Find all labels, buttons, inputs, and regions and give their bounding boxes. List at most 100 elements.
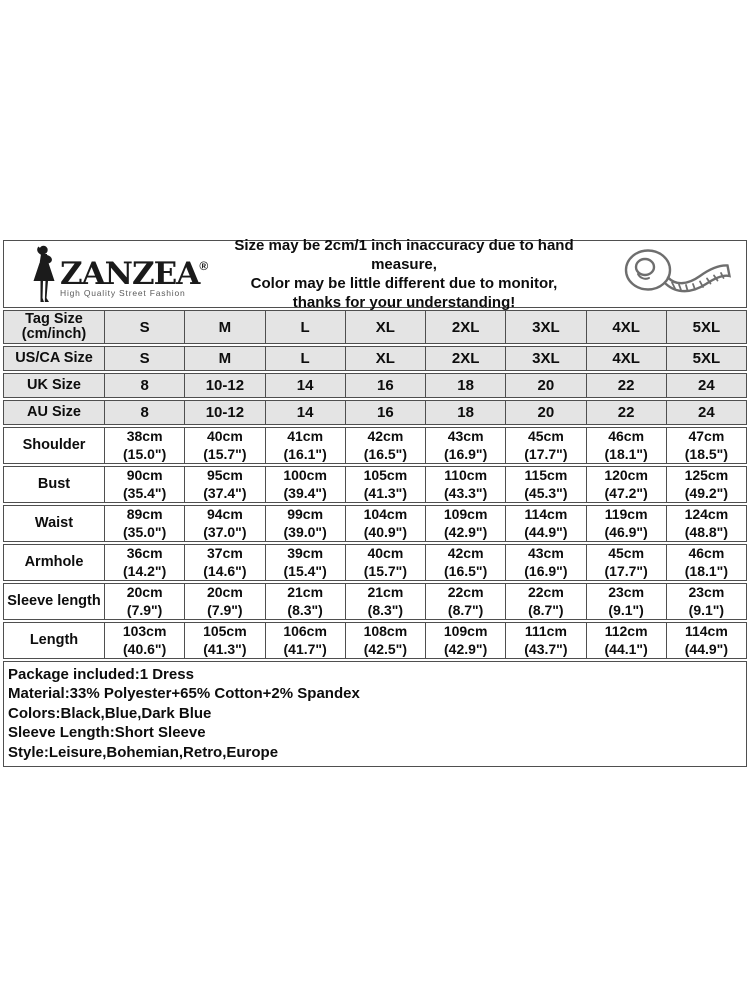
size-cell: M [184, 311, 265, 343]
measure-cell: 21cm (8.3") [264, 584, 345, 619]
measure-cell: 40cm (15.7") [184, 428, 264, 463]
measure-cell: 22cm (8.7") [425, 584, 505, 619]
size-cell: 24 [665, 401, 746, 424]
table-row: Bust 90cm (35.4") 95cm (37.4") 100cm (39.4") 10… [3, 466, 747, 503]
measure-cell: 100cm (39.4") [264, 467, 345, 502]
size-cell: 10-12 [184, 401, 265, 424]
measure-cell: 94cm (37.0") [184, 506, 264, 541]
measure-cell: 43cm (16.9") [505, 545, 585, 580]
size-cell: 22 [585, 401, 666, 424]
row-label: AU Size [4, 401, 104, 424]
measure-cell: 41cm (16.1") [264, 428, 345, 463]
row-label: Length [29, 632, 79, 648]
measure-cell: 105cm (41.3") [344, 467, 425, 502]
table-row: AU Size 8 10-12 14 16 18 20 22 24 [3, 400, 747, 425]
size-cell: 3XL [505, 311, 586, 343]
size-cell: 22 [585, 374, 666, 397]
measure-cell: 124cm (48.8") [665, 506, 746, 541]
measure-cell: 109cm (42.9") [425, 623, 505, 658]
measure-cell: 42cm (16.5") [425, 545, 505, 580]
size-cell: XL [344, 347, 425, 370]
size-cell: 3XL [505, 347, 586, 370]
measure-cell: 37cm (14.6") [184, 545, 264, 580]
detail-package: Package included:1 Dress [8, 666, 194, 683]
brand-logo-text: ZANZEA® High Quality Street Fashion [60, 251, 208, 298]
size-cell: S [104, 311, 185, 343]
size-cell: 5XL [665, 311, 746, 343]
size-cell: 14 [264, 374, 345, 397]
detail-style: Style:Leisure,Bohemian,Retro,Europe [8, 743, 279, 761]
measure-cell: 104cm (40.9") [344, 506, 425, 541]
brand-tagline: High Quality Street Fashion [60, 287, 186, 298]
size-cell: XL [344, 311, 425, 343]
measure-cell: 39cm (15.4") [264, 545, 345, 580]
size-chart-sheet: ZANZEA® High Quality Street Fashion Size… [3, 237, 747, 768]
row-label: US/CA Size [4, 347, 104, 370]
row-label: Sleeve length [7, 593, 101, 609]
disclaimer-line: thanks for your understanding! [292, 294, 516, 311]
measure-cell: 119cm (46.9") [585, 506, 666, 541]
row-label: Tag Size (cm/inch) [4, 311, 104, 343]
detail-colors: Colors:Black,Blue,Dark Blue [8, 704, 212, 722]
measure-cell: 114cm (44.9") [665, 623, 746, 658]
measure-cell: 109cm (42.9") [425, 506, 505, 541]
measure-cell: 110cm (43.3") [425, 467, 505, 502]
row-label: Armhole [24, 554, 84, 570]
brand-band: ZANZEA® High Quality Street Fashion Size… [3, 237, 747, 311]
registered-mark: ® [199, 258, 209, 273]
size-cell: 20 [505, 401, 586, 424]
size-table: Tag Size (cm/inch) S M L XL 2XL 3XL 4XL 5XL US/CA … [3, 310, 747, 659]
woman-silhouette-icon [33, 245, 55, 302]
measure-cell: 114cm (44.9") [505, 506, 585, 541]
size-cell: L [264, 311, 345, 343]
measure-cell: 23cm (9.1") [585, 584, 666, 619]
measure-cell: 99cm (39.0") [264, 506, 345, 541]
measure-cell: 21cm (8.3") [344, 584, 425, 619]
product-details: Package included:1 Dress Material:33% Po… [3, 661, 747, 768]
measure-cell: 42cm (16.5") [344, 428, 425, 463]
measure-cell: 43cm (16.9") [425, 428, 505, 463]
table-row: US/CA Size S M L XL 2XL 3XL 4XL 5XL [3, 346, 747, 371]
detail-sleeve-length: Sleeve Length:Short Sleeve [8, 724, 206, 742]
size-cell: 24 [665, 374, 746, 397]
measure-cell: 20cm (7.9") [104, 584, 184, 619]
measure-cell: 108cm (42.5") [344, 623, 425, 658]
size-cell: 10-12 [184, 374, 265, 397]
size-cell: 5XL [665, 347, 746, 370]
measure-cell: 23cm (9.1") [665, 584, 746, 619]
measure-cell: 115cm (45.3") [505, 467, 585, 502]
row-label: Shoulder [22, 437, 86, 453]
measure-cell: 20cm (7.9") [184, 584, 264, 619]
size-cell: M [184, 347, 265, 370]
measure-cell: 90cm (35.4") [104, 467, 184, 502]
size-cell: 18 [425, 374, 506, 397]
size-cell: 4XL [585, 347, 666, 370]
disclaimer-line: Color may be little different due to mon… [250, 275, 558, 292]
size-cell: 4XL [585, 311, 666, 343]
measure-cell: 112cm (44.1") [585, 623, 666, 658]
measure-cell: 46cm (18.1") [585, 428, 666, 463]
tape-measure-icon [612, 243, 736, 305]
brand-logo: ZANZEA® High Quality Street Fashion [4, 244, 208, 304]
table-row: Tag Size (cm/inch) S M L XL 2XL 3XL 4XL 5XL [3, 310, 747, 344]
measure-cell: 125cm (49.2") [665, 467, 746, 502]
measure-cell: 120cm (47.2") [585, 467, 666, 502]
size-cell: 14 [264, 401, 345, 424]
measure-cell: 105cm (41.3") [184, 623, 264, 658]
size-cell: 2XL [425, 311, 506, 343]
table-row: Shoulder 38cm (15.0") 40cm (15.7") 41cm (16.1"… [3, 427, 747, 464]
measure-cell: 45cm (17.7") [505, 428, 585, 463]
disclaimer-line: Size may be 2cm/1 inch inaccuracy due to… [234, 237, 574, 273]
measure-cell: 40cm (15.7") [344, 545, 425, 580]
measure-cell: 45cm (17.7") [585, 545, 666, 580]
measure-cell: 22cm (8.7") [505, 584, 585, 619]
row-label: Bust [37, 476, 71, 492]
table-row: Length 103cm (40.6") 105cm (41.3") 106cm (41.7… [3, 622, 747, 659]
brand-name: ZANZEA® [60, 255, 209, 292]
size-cell: 16 [344, 374, 425, 397]
measure-cell: 106cm (41.7") [264, 623, 345, 658]
row-label: UK Size [4, 374, 104, 397]
size-cell: 8 [104, 374, 185, 397]
disclaimer-text: Size may be 2cm/1 inch inaccuracy due to… [202, 236, 612, 312]
row-label: Waist [34, 515, 74, 531]
